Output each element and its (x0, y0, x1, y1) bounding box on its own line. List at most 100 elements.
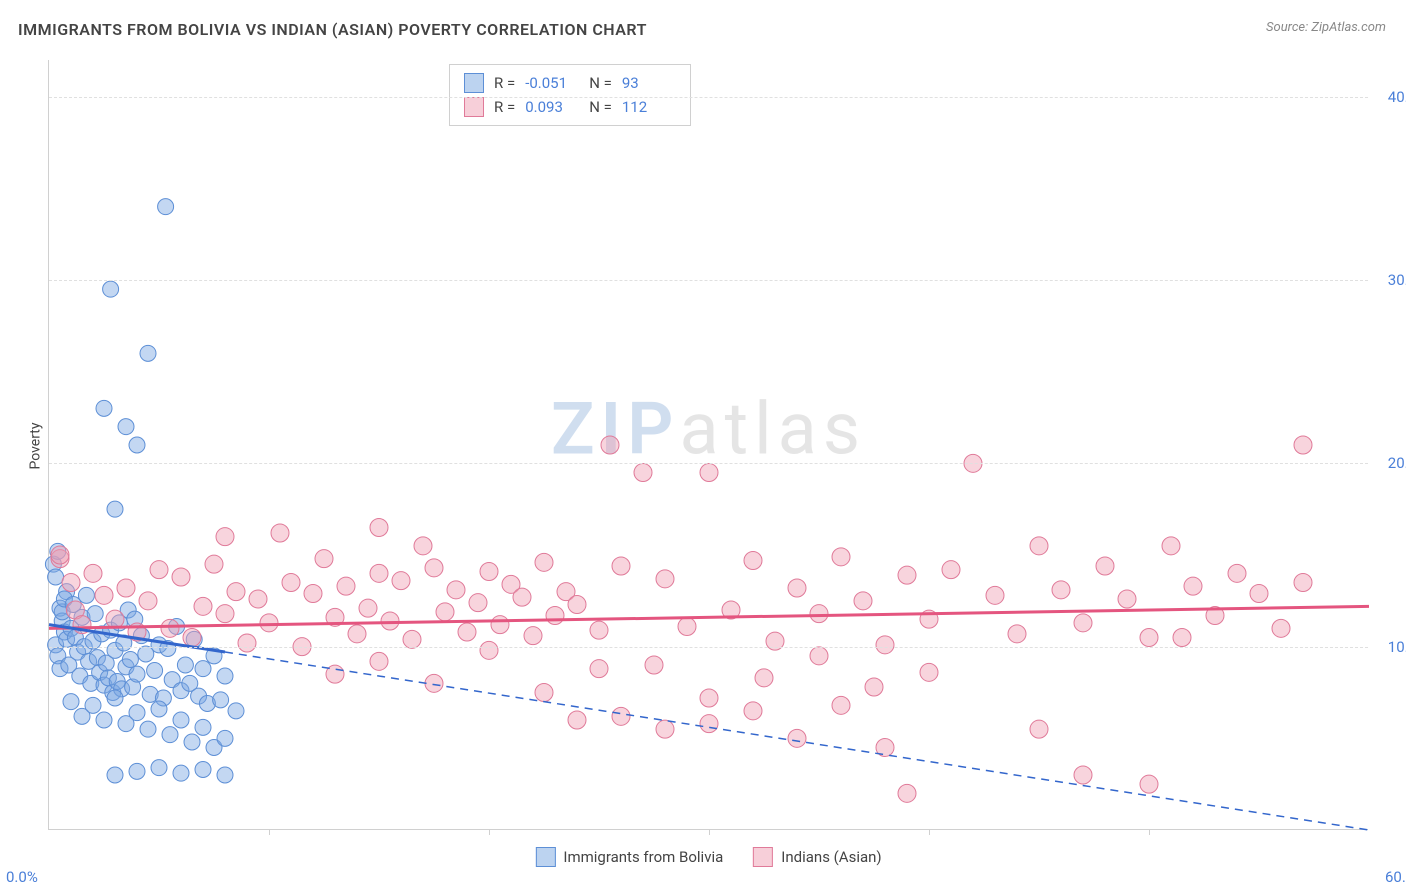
data-point-indian (656, 570, 674, 588)
data-point-indian (95, 586, 113, 604)
data-point-indian (51, 546, 69, 564)
data-point-indian (810, 605, 828, 623)
data-point-bolivia (107, 501, 123, 517)
data-point-indian (150, 561, 168, 579)
data-point-bolivia (107, 690, 123, 706)
data-point-indian (601, 436, 619, 454)
data-point-indian (1074, 614, 1092, 632)
data-point-bolivia (213, 692, 229, 708)
data-point-indian (469, 594, 487, 612)
data-point-bolivia (162, 727, 178, 743)
data-point-indian (1184, 577, 1202, 595)
legend-label-bolivia: Immigrants from Bolivia (563, 848, 723, 866)
data-point-indian (1008, 625, 1026, 643)
data-point-bolivia (96, 712, 112, 728)
y-tick-label: 10.0% (1388, 638, 1406, 656)
data-point-indian (744, 552, 762, 570)
swatch-blue-icon (535, 847, 555, 867)
data-point-indian (744, 702, 762, 720)
data-point-indian (194, 597, 212, 615)
data-point-indian (755, 669, 773, 687)
data-point-indian (425, 674, 443, 692)
data-point-bolivia (129, 666, 145, 682)
data-point-indian (788, 729, 806, 747)
data-point-bolivia (147, 663, 163, 679)
data-point-indian (1250, 585, 1268, 603)
data-point-indian (139, 592, 157, 610)
data-point-indian (876, 636, 894, 654)
series-legend: Immigrants from Bolivia Indians (Asian) (535, 847, 881, 867)
data-point-indian (678, 618, 696, 636)
data-point-bolivia (140, 721, 156, 737)
data-point-bolivia (151, 760, 167, 776)
data-point-bolivia (103, 281, 119, 297)
x-tick (269, 829, 270, 835)
chart-title: IMMIGRANTS FROM BOLIVIA VS INDIAN (ASIAN… (18, 20, 647, 39)
data-point-indian (392, 572, 410, 590)
y-tick-label: 30.0% (1388, 271, 1406, 289)
data-point-indian (612, 557, 630, 575)
data-point-indian (590, 660, 608, 678)
data-point-bolivia (129, 437, 145, 453)
data-point-indian (942, 561, 960, 579)
data-point-indian (656, 720, 674, 738)
data-point-indian (304, 585, 322, 603)
data-point-indian (524, 627, 542, 645)
data-point-indian (106, 610, 124, 628)
chart-canvas (49, 60, 1368, 829)
gridline (49, 97, 1368, 98)
y-tick-label: 40.0% (1388, 88, 1406, 106)
data-point-bolivia (228, 703, 244, 719)
data-point-bolivia (217, 767, 233, 783)
data-point-indian (898, 566, 916, 584)
data-point-bolivia (129, 705, 145, 721)
data-point-indian (1162, 537, 1180, 555)
data-point-indian (381, 612, 399, 630)
legend-label-indian: Indians (Asian) (781, 848, 881, 866)
data-point-bolivia (195, 719, 211, 735)
data-point-indian (612, 707, 630, 725)
data-point-indian (986, 586, 1004, 604)
data-point-indian (1140, 775, 1158, 793)
x-tick-origin: 0.0% (6, 868, 38, 886)
data-point-indian (249, 590, 267, 608)
data-point-indian (480, 563, 498, 581)
data-point-bolivia (96, 400, 112, 416)
data-point-indian (227, 583, 245, 601)
data-point-indian (590, 621, 608, 639)
data-point-indian (645, 656, 663, 674)
data-point-indian (700, 689, 718, 707)
gridline (49, 280, 1368, 281)
data-point-indian (315, 550, 333, 568)
data-point-indian (370, 652, 388, 670)
legend-item-bolivia: Immigrants from Bolivia (535, 847, 723, 867)
data-point-indian (1173, 629, 1191, 647)
data-point-bolivia (48, 569, 64, 585)
data-point-indian (1030, 537, 1048, 555)
data-point-indian (271, 524, 289, 542)
data-point-indian (370, 519, 388, 537)
x-tick (929, 829, 930, 835)
data-point-indian (513, 588, 531, 606)
data-point-indian (216, 528, 234, 546)
data-point-indian (535, 553, 553, 571)
data-point-indian (810, 647, 828, 665)
data-point-indian (172, 568, 190, 586)
data-point-indian (62, 574, 80, 592)
data-point-indian (634, 464, 652, 482)
data-point-bolivia (78, 587, 94, 603)
data-point-indian (1074, 766, 1092, 784)
data-point-indian (238, 634, 256, 652)
y-axis-label: Poverty (28, 422, 44, 469)
gridline (49, 463, 1368, 464)
data-point-bolivia (129, 763, 145, 779)
swatch-pink-icon (753, 847, 773, 867)
data-point-bolivia (173, 712, 189, 728)
data-point-indian (1228, 564, 1246, 582)
data-point-indian (788, 579, 806, 597)
source-attribution: Source: ZipAtlas.com (1266, 20, 1386, 35)
data-point-indian (700, 715, 718, 733)
data-point-indian (337, 577, 355, 595)
data-point-indian (832, 548, 850, 566)
data-point-indian (458, 623, 476, 641)
